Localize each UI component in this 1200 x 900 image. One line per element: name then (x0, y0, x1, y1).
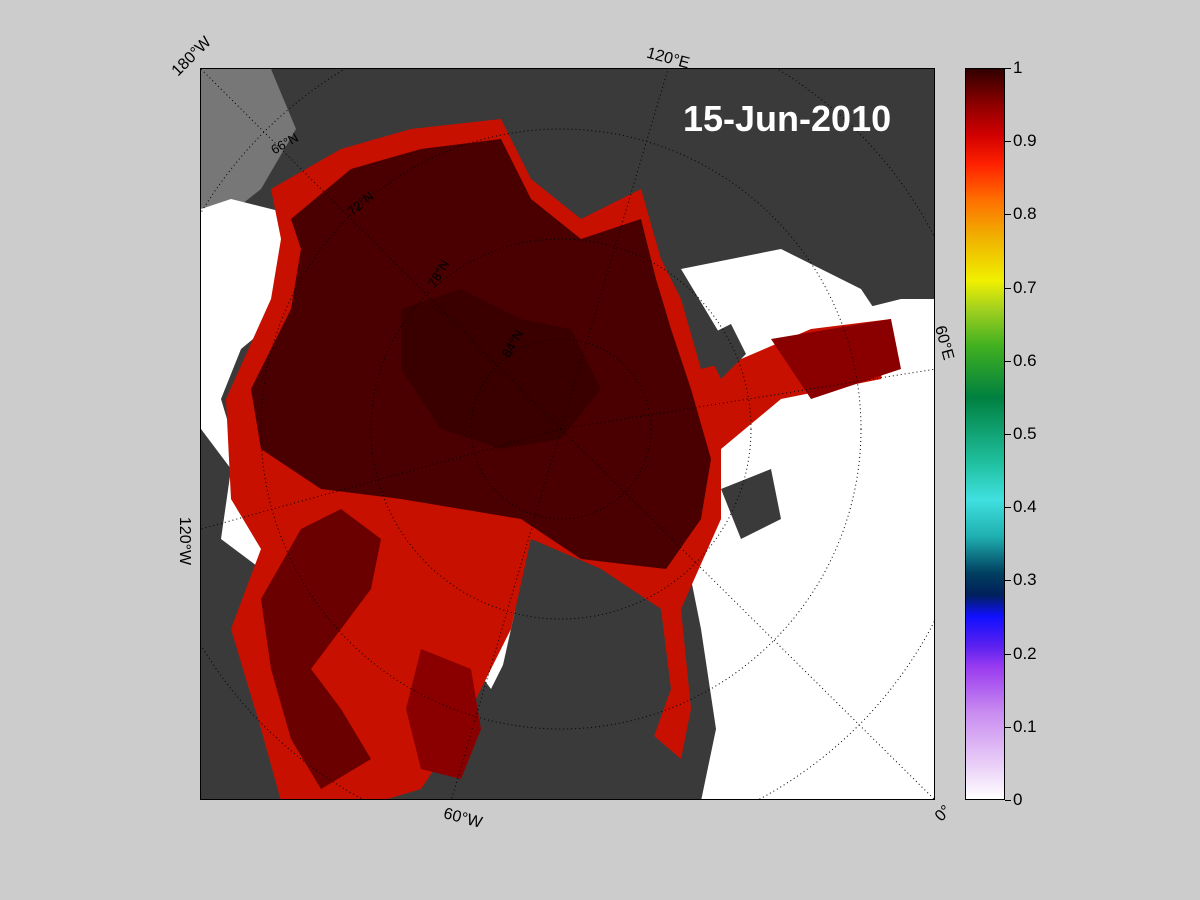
colorbar-tick-label: 0.7 (1013, 277, 1037, 297)
hudson-bay-ice (406, 649, 481, 779)
meridian-60w (451, 428, 562, 799)
colorbar-tick (1005, 141, 1011, 143)
meridian-0 (560, 428, 934, 799)
colorbar-tick (1005, 214, 1011, 216)
colorbar-tick (1005, 800, 1011, 801)
colorbar-tick (1005, 360, 1011, 362)
colorbar-tick-label: 0.6 (1013, 350, 1037, 370)
graticule-72n (260, 128, 862, 730)
meridian-120e (560, 69, 669, 430)
lon-label-120w: 120°W (176, 516, 194, 566)
lon-label-0: 0° (931, 802, 955, 826)
svalbard (701, 324, 746, 379)
colorbar-tick (1005, 507, 1011, 509)
graticule-78n (370, 238, 752, 620)
colorbar-tick-label: 0.2 (1013, 643, 1037, 663)
date-label: 15-Jun-2010 (683, 98, 892, 139)
kara-sea-ice (771, 319, 901, 399)
colorbar-tick-label: 0.5 (1013, 424, 1037, 443)
polar-map (200, 68, 935, 800)
colorbar-tick (1005, 726, 1011, 728)
meridian-180 (201, 69, 562, 430)
colorbar-tick-label: 0 (1013, 790, 1023, 809)
colorbar-tick (1005, 580, 1011, 582)
colorbar (965, 68, 1005, 800)
colorbar-tick (1005, 653, 1011, 655)
colorbar-tick-label: 0.3 (1013, 570, 1037, 590)
colorbar-tick (1005, 287, 1011, 289)
graticule-84n (470, 338, 652, 520)
colorbar-tick-label: 0.1 (1013, 716, 1037, 736)
polar-map-canvas (201, 69, 934, 799)
land-light-region (201, 69, 296, 239)
colorbar-tick (1005, 68, 1011, 69)
colorbar-tick-label: 0.9 (1013, 131, 1037, 151)
colorbar-tick-label: 0.8 (1013, 204, 1037, 224)
colorbar-tick (1005, 434, 1011, 435)
colorbar-tick-label: 0.4 (1013, 497, 1037, 517)
colorbar-tick-label: 1 (1013, 58, 1023, 77)
novaya-zemlya (721, 469, 781, 539)
greenland (491, 539, 671, 799)
graticule (201, 69, 934, 799)
meridian-60e (560, 368, 934, 430)
lon-label-60w: 60°W (441, 805, 484, 832)
archipelago-ice (261, 509, 381, 789)
